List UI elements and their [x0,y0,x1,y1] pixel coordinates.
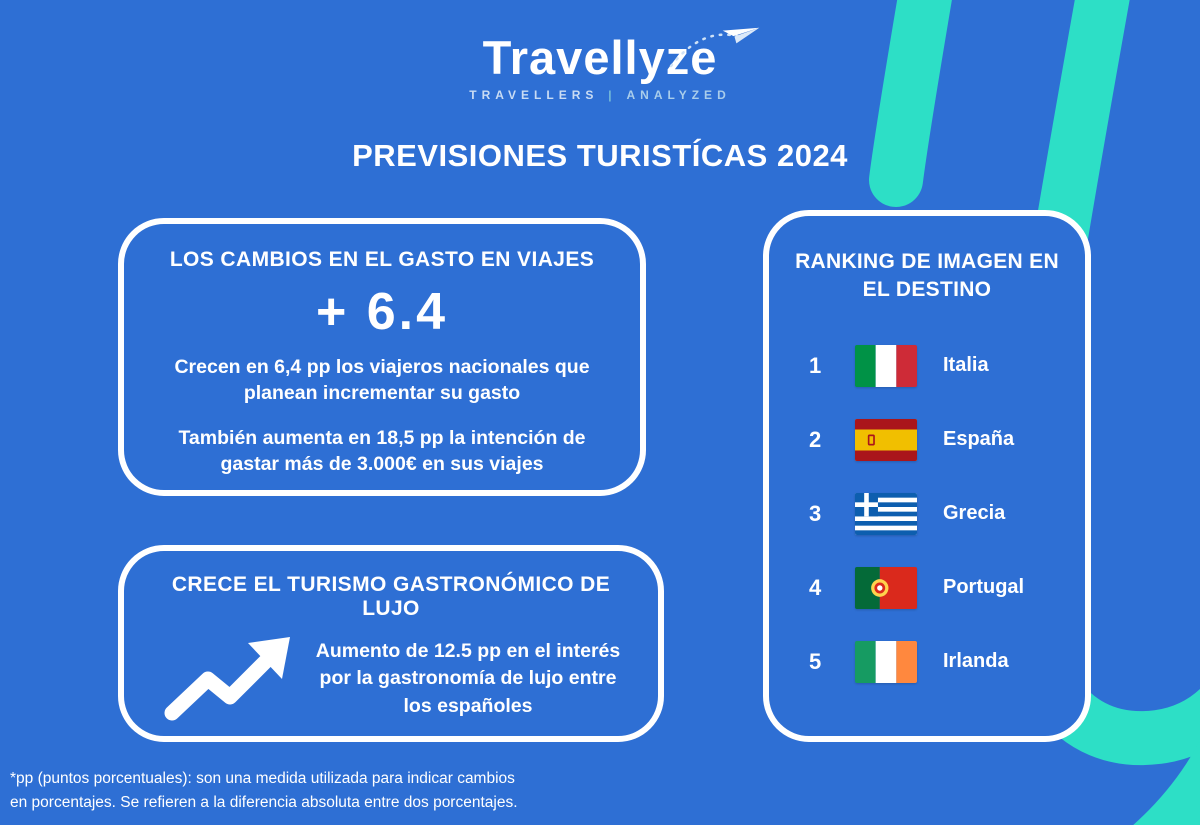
ranking-row-portugal: 4 Portugal [785,551,1069,625]
paper-plane-icon [670,27,760,68]
ranking-heading: RANKING DE IMAGEN EN EL DESTINO [785,248,1069,305]
gastronomy-text: Aumento de 12.5 pp en el interés por la … [315,640,621,717]
swoosh-stub [869,0,952,207]
trend-up-arrow-icon [164,637,290,721]
country-label: España [943,428,1015,451]
ireland-flag-icon [855,640,917,683]
country-label: Italia [943,354,989,377]
ranking-list: 1 Italia 2 España 3 [785,329,1069,699]
spain-flag-icon [855,418,917,461]
gastronomy-card-heading: CRECE EL TURISMO GASTRONÓMICO DE LUJO [171,573,611,620]
ranking-heading-line1: RANKING DE IMAGEN EN [795,250,1059,273]
ranking-row-greece: 3 Grecia [785,477,1069,551]
ranking-row-ireland: 5 Irlanda [785,625,1069,699]
ranking-card: RANKING DE IMAGEN EN EL DESTINO 1 Italia… [763,210,1091,742]
tagline-right: ANALYZED [626,88,731,102]
italy-flag-icon [855,344,917,387]
country-label: Irlanda [943,650,1009,673]
ranking-heading-line2: EL DESTINO [862,278,992,302]
ranking-row-italy: 1 Italia [785,329,1069,403]
logo: Travellyze TRAVELLERS | ANALYZED [0,27,1200,102]
spending-line1: Crecen en 6,4 pp los viajeros nacionales… [174,356,590,405]
page-title: PREVISIONES TURISTÍCAS 2024 [352,138,848,173]
rank-number: 5 [809,648,822,674]
spending-card: LOS CAMBIOS EN EL GASTO EN VIAJES + 6.4 … [118,218,646,496]
brand-wordmark: Travellyze [483,27,760,85]
spending-line2: También aumenta en 18,5 pp la intención … [178,426,586,475]
ranking-row-spain: 2 España [785,403,1069,477]
portugal-flag-icon [855,566,917,609]
greece-flag-icon [855,492,917,535]
footnote-line2: en porcentajes. Se refieren a la diferen… [10,793,518,811]
rank-number: 4 [809,574,822,600]
rank-number: 1 [809,352,822,378]
footnote-line1: *pp (puntos porcentuales): son una medid… [10,769,515,787]
tagline-left: TRAVELLERS [469,88,599,102]
tagline-separator: | [608,88,617,102]
country-label: Grecia [943,502,1006,525]
spending-card-heading: LOS CAMBIOS EN EL GASTO EN VIAJES [169,248,595,271]
rank-number: 3 [809,500,822,526]
gastronomy-card: CRECE EL TURISMO GASTRONÓMICO DE LUJO Au… [118,545,664,742]
trend-up-arrow-box [148,633,308,725]
gastronomy-content-row: Aumento de 12.5 pp en el interés por la … [148,633,634,725]
footnote: *pp (puntos porcentuales): son una medid… [10,767,518,815]
spending-big-number: + 6.4 [315,283,449,341]
brand-tagline: TRAVELLERS | ANALYZED [0,88,1200,102]
rank-number: 2 [809,426,822,452]
country-label: Portugal [943,576,1025,599]
